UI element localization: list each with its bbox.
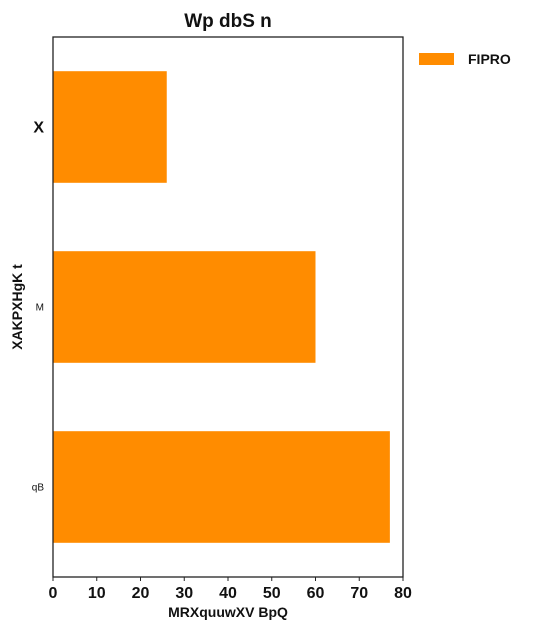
x-tick-label: 10 <box>88 585 106 602</box>
y-tick-label: X <box>33 120 44 137</box>
x-tick-label: 60 <box>307 585 325 602</box>
x-tick-label: 80 <box>394 585 412 602</box>
legend: FIPRO <box>419 51 511 67</box>
x-tick-label: 70 <box>350 585 368 602</box>
bar-X <box>53 71 167 183</box>
x-tick-label: 40 <box>219 585 237 602</box>
legend-swatch <box>419 53 454 65</box>
x-tick-label: 20 <box>132 585 150 602</box>
x-axis-ticks: 0 10 20 30 40 50 60 70 80 <box>49 577 412 602</box>
y-axis-ticks: X MqB <box>32 120 45 494</box>
x-tick-label: 50 <box>263 585 281 602</box>
chart-title: Wp dbS n <box>184 11 272 32</box>
legend-label: FIPRO <box>468 51 511 67</box>
y-tick-label: M <box>36 303 44 314</box>
y-axis-label: XAKPXHgK t <box>9 264 25 350</box>
y-tick-label: qB <box>32 483 45 494</box>
bars-layer <box>53 71 390 543</box>
x-axis-label: MRXquuwXV BpQ <box>168 604 288 620</box>
x-tick-label: 0 <box>49 585 58 602</box>
bar-qB <box>53 431 390 543</box>
x-tick-label: 30 <box>175 585 193 602</box>
bar-M <box>53 251 316 363</box>
